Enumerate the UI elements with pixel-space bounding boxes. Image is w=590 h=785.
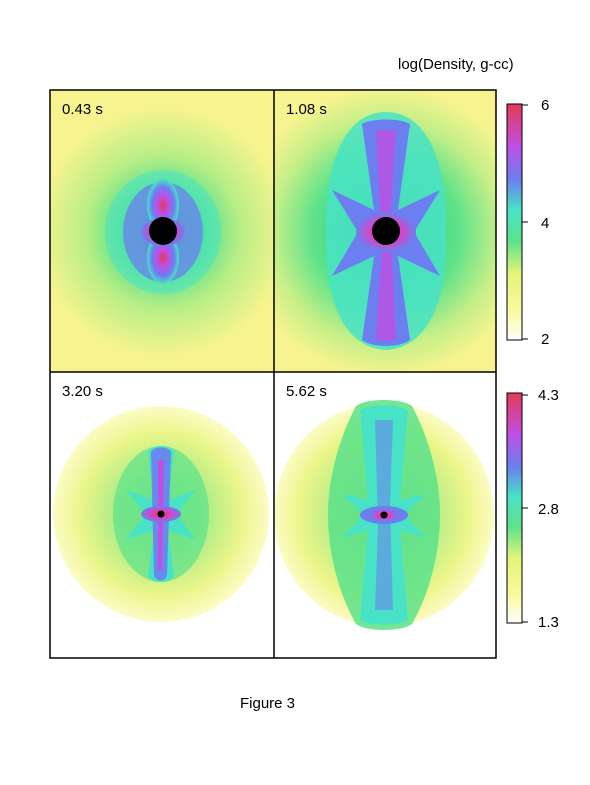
panel-0-43s: [50, 90, 274, 372]
panel-1-08s: [274, 90, 496, 372]
colorbar-tick-label: 6: [541, 97, 549, 114]
figure-caption: Figure 3: [240, 695, 295, 712]
colorbar-tick-label: 4.3: [538, 387, 559, 404]
core-disk: [372, 217, 400, 245]
panel-label: 0.43 s: [62, 101, 103, 118]
panel-label: 1.08 s: [286, 101, 327, 118]
panel-label: 3.20 s: [62, 383, 103, 400]
core-disk: [157, 510, 165, 518]
core-disk: [380, 511, 388, 519]
colorbar-tick-label: 4: [541, 215, 549, 232]
colorbar-tick-label: 2: [541, 331, 549, 348]
colorbar-bottom: 4.3 2.8 1.3: [506, 387, 559, 631]
panel-5-62s: [274, 372, 496, 658]
panel-label: 5.62 s: [286, 383, 327, 400]
panel-3-20s: [50, 372, 274, 658]
colorbar-title: log(Density, g-cc): [398, 56, 514, 73]
colorbar-tick-label: 2.8: [538, 501, 559, 518]
panel-grid-frame: [49, 89, 497, 659]
core-disk: [149, 217, 177, 245]
colorbar-tick-label: 1.3: [538, 614, 559, 631]
colorbar-top: 6 4 2: [506, 97, 549, 348]
